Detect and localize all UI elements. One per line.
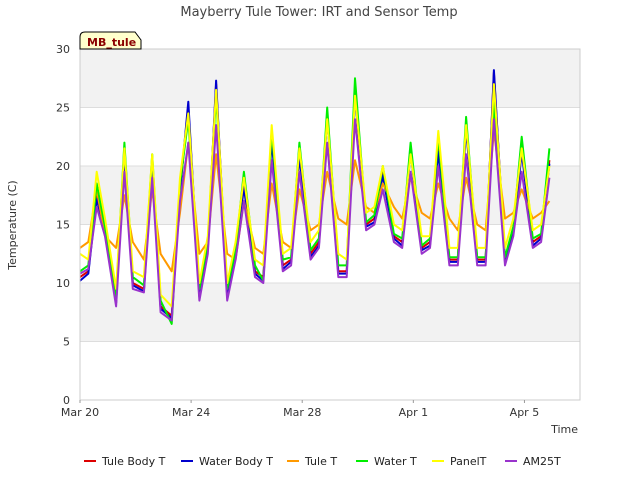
legend: Tule Body T Water Body T Tule T Water T Pane… (84, 455, 561, 468)
legend-label: Tule Body T (101, 455, 166, 468)
x-tick-label: Mar 20 (61, 406, 99, 419)
y-tick-label: 20 (56, 160, 70, 173)
legend-label: Water T (374, 455, 417, 468)
series-lines (79, 69, 551, 325)
y-tick-label: 0 (63, 394, 70, 407)
background-band (80, 49, 580, 108)
series-line-am25t (79, 118, 551, 322)
legend-label: Tule T (304, 455, 337, 468)
x-tick-label: Apr 1 (399, 406, 429, 419)
x-tick-labels: Mar 20 Mar 24 Mar 28 Apr 1 Apr 5 (61, 400, 539, 419)
series-line-panelt (79, 83, 551, 308)
x-tick-label: Mar 24 (172, 406, 210, 419)
x-tick-label: Mar 28 (283, 406, 321, 419)
y-tick-label: 5 (63, 336, 70, 349)
legend-label: AM25T (523, 455, 561, 468)
y-axis-label: Temperature (C) (6, 180, 19, 270)
y-tick-label: 30 (56, 43, 70, 56)
badge-shape (79, 31, 142, 50)
x-axis-label: Time (550, 423, 578, 436)
legend-label: PanelT (450, 455, 487, 468)
y-tick-label: 10 (56, 277, 70, 290)
legend-label: Water Body T (199, 455, 273, 468)
chart-title: Mayberry Tule Tower: IRT and Sensor Temp (180, 5, 457, 20)
station-badge: MB_tule (79, 31, 142, 50)
y-tick-label: 15 (56, 219, 70, 232)
background-band (80, 283, 580, 342)
y-tick-label: 25 (56, 102, 70, 115)
y-tick-labels: 0 5 10 15 20 25 30 (56, 43, 70, 407)
x-tick-label: Apr 5 (510, 406, 540, 419)
plot-frame (79, 48, 581, 401)
badge-label: MB_tule (87, 36, 136, 49)
